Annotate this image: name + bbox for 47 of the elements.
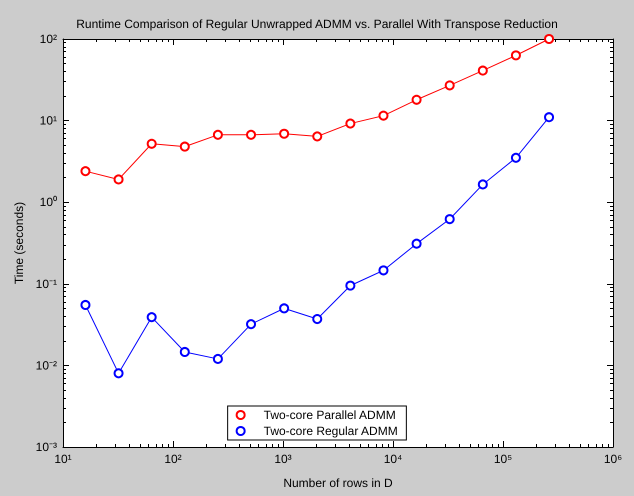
- y-tick-label: 10⁻³: [36, 440, 58, 454]
- point: [80, 300, 90, 310]
- x-tick-label: 10⁵: [494, 452, 512, 466]
- point: [378, 110, 388, 121]
- point: [478, 179, 488, 190]
- x-tick-label: 10⁴: [384, 452, 402, 466]
- y-tick-label: 10⁻¹: [36, 276, 58, 291]
- chart-title: Runtime Comparison of Regular Unwrapped ADMM vs. Parallel With Transpose Reduction: [76, 17, 558, 31]
- point: [444, 214, 455, 224]
- point: [279, 303, 290, 314]
- legend-label: Two-core Regular ADMM: [264, 424, 398, 438]
- point: [510, 50, 521, 60]
- x-tick-label: 10³: [274, 452, 292, 466]
- point: [279, 128, 290, 139]
- point: [114, 174, 124, 184]
- point: [478, 66, 488, 76]
- point: [544, 112, 554, 122]
- y-tick-label: 10¹: [40, 114, 58, 128]
- x-axis-title: Number of rows in D: [283, 476, 394, 490]
- point: [146, 138, 157, 149]
- point: [246, 130, 256, 140]
- point: [212, 130, 223, 140]
- point: [544, 34, 554, 44]
- point: [345, 280, 356, 291]
- y-tick-label: 10⁰: [40, 195, 57, 210]
- point: [444, 80, 455, 90]
- point: [378, 265, 388, 276]
- point: [345, 118, 356, 129]
- x-tick-label: 10¹: [54, 452, 72, 466]
- x-tick-label: 10²: [164, 452, 182, 466]
- x-tick-label: 10⁶: [604, 452, 622, 466]
- point: [246, 319, 256, 330]
- point: [312, 314, 322, 324]
- y-tick-label: 10²: [40, 32, 58, 46]
- point: [180, 142, 190, 152]
- point: [412, 94, 422, 105]
- y-axis-title: Time (seconds): [12, 202, 26, 284]
- point: [180, 346, 190, 357]
- point: [412, 238, 422, 249]
- point: [146, 312, 157, 322]
- point: [510, 152, 521, 163]
- point: [80, 166, 90, 176]
- legend-label: Two-core Parallel ADMM: [264, 408, 396, 422]
- point: [312, 131, 322, 142]
- y-tick-label: 10⁻²: [36, 358, 58, 372]
- point: [114, 368, 124, 378]
- point: [212, 354, 223, 364]
